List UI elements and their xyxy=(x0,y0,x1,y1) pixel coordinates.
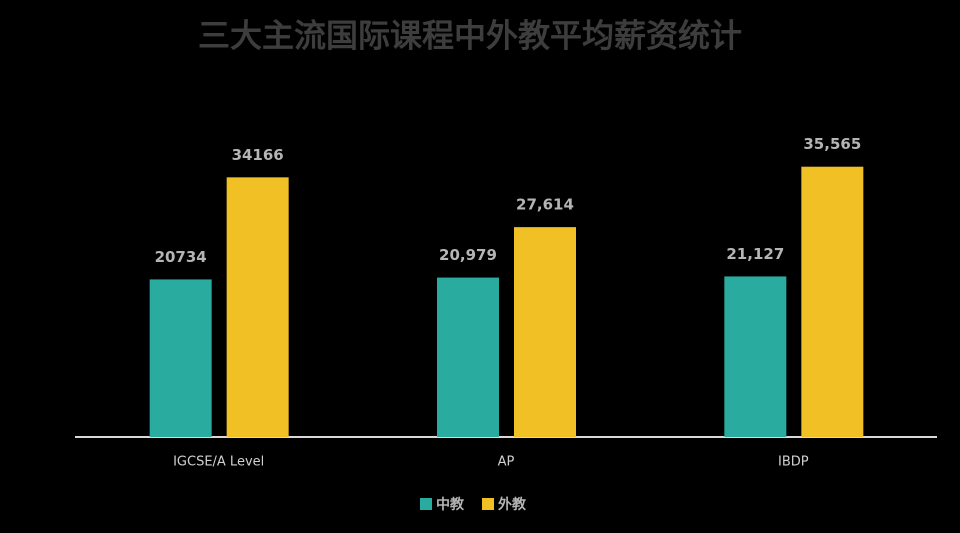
data-label: 27,614 xyxy=(516,196,574,214)
legend-label: 中教 xyxy=(436,496,465,513)
x-tick-label: IGCSE/A Level xyxy=(173,455,264,470)
x-tick-label: IBDP xyxy=(778,455,809,470)
x-tick-label: AP xyxy=(498,455,515,470)
bar xyxy=(149,279,212,437)
data-label: 20,979 xyxy=(439,246,497,264)
bar xyxy=(801,166,864,437)
bar xyxy=(226,177,289,438)
bar xyxy=(437,277,499,437)
bar xyxy=(724,276,787,437)
data-label: 21,127 xyxy=(726,245,784,263)
legend-swatch xyxy=(420,498,432,510)
chart-title: 三大主流国际课程中外教平均薪资统计 xyxy=(198,17,742,55)
legend-label: 外教 xyxy=(498,496,527,513)
bar xyxy=(514,227,576,437)
legend-swatch xyxy=(482,498,494,510)
data-label: 34166 xyxy=(232,146,284,164)
data-label: 35,565 xyxy=(803,135,861,153)
data-label: 20734 xyxy=(155,248,207,266)
